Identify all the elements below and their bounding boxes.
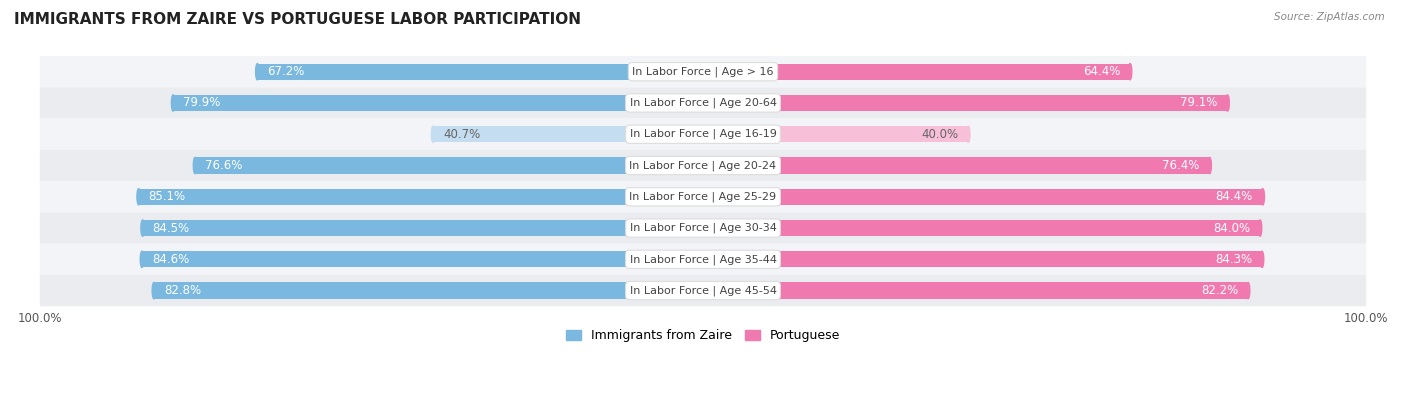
Text: In Labor Force | Age 25-29: In Labor Force | Age 25-29 (630, 192, 776, 202)
Bar (703, 282, 1249, 299)
Text: In Labor Force | Age 16-19: In Labor Force | Age 16-19 (630, 129, 776, 139)
Text: 84.4%: 84.4% (1216, 190, 1253, 203)
Text: 84.5%: 84.5% (153, 222, 190, 235)
Circle shape (1261, 189, 1264, 205)
Text: 40.7%: 40.7% (443, 128, 481, 141)
Bar (703, 95, 1227, 111)
Bar (257, 64, 703, 80)
Circle shape (256, 64, 259, 80)
Text: 40.0%: 40.0% (921, 128, 959, 141)
Circle shape (136, 189, 141, 205)
Text: 64.4%: 64.4% (1083, 65, 1121, 78)
Text: 84.6%: 84.6% (152, 253, 190, 266)
Circle shape (172, 95, 174, 111)
FancyBboxPatch shape (39, 150, 1367, 181)
Circle shape (1208, 157, 1212, 174)
Bar (153, 282, 703, 299)
FancyBboxPatch shape (39, 244, 1367, 275)
Text: Source: ZipAtlas.com: Source: ZipAtlas.com (1274, 12, 1385, 22)
Text: 85.1%: 85.1% (149, 190, 186, 203)
Circle shape (152, 282, 156, 299)
Bar (703, 251, 1263, 267)
FancyBboxPatch shape (39, 118, 1367, 150)
Circle shape (432, 126, 434, 142)
Circle shape (1129, 64, 1132, 80)
Circle shape (141, 251, 143, 267)
Bar (703, 64, 1130, 80)
Bar (433, 126, 703, 142)
Text: In Labor Force | Age 30-34: In Labor Force | Age 30-34 (630, 223, 776, 233)
Text: 76.6%: 76.6% (205, 159, 242, 172)
Bar (142, 251, 703, 267)
Circle shape (966, 126, 970, 142)
FancyBboxPatch shape (39, 56, 1367, 87)
Text: In Labor Force | Age 20-64: In Labor Force | Age 20-64 (630, 98, 776, 108)
Circle shape (141, 220, 145, 236)
Bar (173, 95, 703, 111)
Bar (142, 220, 703, 236)
Bar (195, 157, 703, 174)
Text: In Labor Force | Age 35-44: In Labor Force | Age 35-44 (630, 254, 776, 265)
Bar (703, 220, 1260, 236)
Text: 79.1%: 79.1% (1180, 96, 1218, 109)
Circle shape (1260, 251, 1264, 267)
Bar (139, 189, 703, 205)
Text: 82.8%: 82.8% (165, 284, 201, 297)
Bar (703, 126, 969, 142)
FancyBboxPatch shape (39, 87, 1367, 118)
Circle shape (1226, 95, 1229, 111)
Bar (703, 157, 1209, 174)
Legend: Immigrants from Zaire, Portuguese: Immigrants from Zaire, Portuguese (561, 324, 845, 347)
Text: 67.2%: 67.2% (267, 65, 305, 78)
Text: 84.0%: 84.0% (1213, 222, 1250, 235)
Text: 82.2%: 82.2% (1201, 284, 1239, 297)
Text: In Labor Force | Age > 16: In Labor Force | Age > 16 (633, 66, 773, 77)
Text: 84.3%: 84.3% (1215, 253, 1253, 266)
FancyBboxPatch shape (39, 181, 1367, 213)
Circle shape (1246, 282, 1250, 299)
Text: In Labor Force | Age 45-54: In Labor Force | Age 45-54 (630, 285, 776, 296)
Bar (703, 189, 1263, 205)
Text: In Labor Force | Age 20-24: In Labor Force | Age 20-24 (630, 160, 776, 171)
Text: IMMIGRANTS FROM ZAIRE VS PORTUGUESE LABOR PARTICIPATION: IMMIGRANTS FROM ZAIRE VS PORTUGUESE LABO… (14, 12, 581, 27)
Text: 79.9%: 79.9% (183, 96, 221, 109)
FancyBboxPatch shape (39, 275, 1367, 306)
Circle shape (1258, 220, 1261, 236)
Circle shape (193, 157, 197, 174)
Text: 76.4%: 76.4% (1163, 159, 1199, 172)
FancyBboxPatch shape (39, 213, 1367, 244)
